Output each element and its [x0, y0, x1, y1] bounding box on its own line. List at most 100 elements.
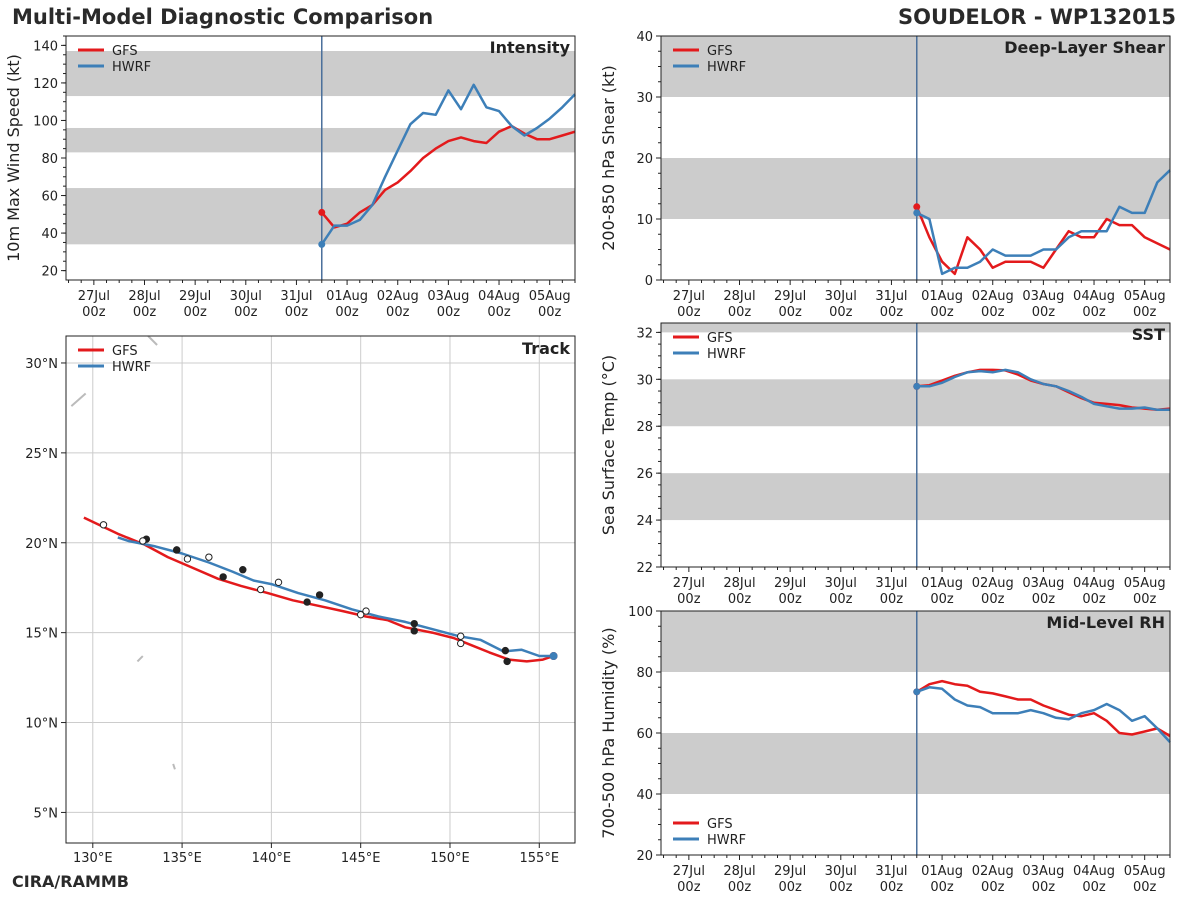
track-marker-hwrf: [205, 553, 213, 561]
track-xtick-label: 155°E: [520, 851, 560, 866]
rh-xtick-label-hour: 00z: [880, 880, 904, 895]
sst-xtick-label-day: 31Jul: [875, 576, 907, 591]
sst-legend-label-hwrf: HWRF: [707, 347, 746, 362]
intensity-xtick-label-hour: 00z: [335, 305, 359, 320]
track-marker-hwrf: [315, 591, 324, 599]
track-marker-gfs: [503, 657, 511, 666]
sst-series-hwrf: [916, 368, 1170, 412]
intensity-xtick-label-hour: 00z: [285, 305, 309, 320]
sst-ytick-label: 28: [636, 420, 653, 435]
track-marker-gfs: [356, 610, 365, 619]
intensity-xtick-label-hour: 00z: [133, 305, 157, 320]
sst-xtick-label-hour: 00z: [778, 592, 802, 607]
intensity-init-point-gfs: [318, 208, 326, 216]
rh-xtick-label-day: 31Jul: [875, 864, 907, 879]
intensity-legend-label-gfs: GFS: [112, 44, 138, 59]
shear-xtick-label-hour: 00z: [728, 305, 752, 320]
sst-panel: 22242628303227Jul00z28Jul00z29Jul00z30Ju…: [599, 322, 1171, 607]
intensity-panel: 2040608010012014027Jul00z28Jul00z29Jul00…: [4, 35, 576, 320]
rh-ylabel: 700-500 hPa Humidity (%): [599, 627, 618, 838]
intensity-xtick-label-day: 27Jul: [78, 289, 110, 304]
shear-xtick-label-day: 02Aug: [972, 289, 1014, 304]
rh-band-0: [661, 733, 1170, 794]
track-xtick-label: 135°E: [162, 851, 202, 866]
rh-xtick-label-hour: 00z: [1032, 880, 1056, 895]
shear-xtick-label-hour: 00z: [981, 305, 1005, 320]
track-panel-title: Track: [522, 339, 570, 358]
shear-band-1: [661, 36, 1170, 97]
sst-ytick-label: 30: [636, 373, 653, 388]
intensity-ylabel: 10m Max Wind Speed (kt): [4, 54, 23, 262]
shear-ytick-label: 10: [636, 213, 653, 228]
shear-xtick-label-day: 31Jul: [875, 289, 907, 304]
shear-xtick-label-hour: 00z: [880, 305, 904, 320]
shear-xtick-label-day: 04Aug: [1073, 289, 1115, 304]
rh-series-gfs: [916, 679, 1171, 738]
intensity-panel-title: Intensity: [490, 38, 571, 57]
intensity-ytick-label: 20: [41, 265, 58, 280]
rh-panel-title: Mid-Level RH: [1046, 613, 1165, 632]
track-marker-gfs: [456, 639, 465, 648]
rh-legend-label-gfs: GFS: [707, 817, 733, 832]
rh-xtick-label-day: 30Jul: [825, 864, 857, 879]
rh-xtick-label-hour: 00z: [728, 880, 752, 895]
intensity-ytick-label: 120: [33, 77, 58, 92]
shear-xtick-label-hour: 00z: [778, 305, 802, 320]
track-start-point-hwrf: [549, 652, 558, 661]
track-marker-gfs: [256, 585, 265, 594]
sst-legend-label-gfs: GFS: [707, 331, 733, 346]
shear-xtick-label-day: 03Aug: [1022, 289, 1064, 304]
track-xtick-label: 130°E: [73, 851, 113, 866]
track-ytick-label: 15°N: [25, 627, 58, 642]
intensity-ytick-label: 140: [33, 39, 58, 54]
shear-ylabel: 200-850 hPa Shear (kt): [599, 65, 618, 251]
shear-xtick-label-day: 27Jul: [673, 289, 705, 304]
rh-ytick-label: 80: [636, 666, 653, 681]
rh-xtick-label-day: 29Jul: [774, 864, 806, 879]
intensity-xtick-label-day: 03Aug: [427, 289, 469, 304]
track-marker-hwrf: [139, 537, 147, 545]
sst-frame: [660, 322, 1171, 568]
sst-ytick-label: 24: [636, 514, 653, 529]
sst-xtick-label-day: 04Aug: [1073, 576, 1115, 591]
track-marker-gfs: [183, 555, 192, 563]
track-marker-gfs: [219, 573, 227, 581]
sst-xtick-label-hour: 00z: [981, 592, 1005, 607]
intensity-xtick-label-day: 28Jul: [128, 289, 160, 304]
rh-xtick-label-day: 04Aug: [1073, 864, 1115, 879]
island-shape: [70, 392, 87, 407]
intensity-xtick-label-hour: 00z: [437, 305, 461, 320]
rh-band-1: [661, 611, 1170, 672]
rh-xtick-label-hour: 00z: [930, 880, 954, 895]
sst-band-0: [661, 473, 1170, 521]
sst-xtick-label-hour: 00z: [829, 592, 853, 607]
storm-id-title: SOUDELOR - WP132015: [897, 5, 1176, 29]
track-ytick-label: 20°N: [25, 537, 58, 552]
credit-footer: CIRA/RAMMB: [12, 872, 129, 891]
track-frame: [65, 335, 576, 844]
rh-series-hwrf: [916, 686, 1171, 743]
rh-xtick-label-hour: 00z: [677, 880, 701, 895]
sst-xtick-label-hour: 00z: [1133, 592, 1157, 607]
intensity-xtick-label-day: 04Aug: [478, 289, 520, 304]
sst-xtick-label-day: 05Aug: [1124, 576, 1166, 591]
shear-ytick-label: 40: [636, 30, 653, 45]
shear-ytick-label: 0: [645, 274, 653, 289]
intensity-xtick-label-hour: 00z: [487, 305, 511, 320]
page-title: Multi-Model Diagnostic Comparison: [12, 5, 434, 29]
shear-ytick-label: 20: [636, 152, 653, 167]
track-marker-gfs: [303, 598, 311, 606]
shear-init-point-hwrf: [913, 209, 921, 217]
intensity-series-gfs: [320, 124, 576, 229]
intensity-xtick-label-day: 29Jul: [179, 289, 211, 304]
intensity-xtick-label-day: 05Aug: [529, 289, 571, 304]
sst-xtick-label-hour: 00z: [728, 592, 752, 607]
track-marker-hwrf: [410, 619, 418, 628]
sst-init-point-hwrf: [913, 382, 921, 390]
rh-init-point-hwrf: [913, 688, 921, 696]
track-ytick-label: 10°N: [25, 717, 58, 732]
sst-xtick-label-hour: 00z: [930, 592, 954, 607]
sst-ytick-label: 26: [636, 467, 653, 482]
sst-band-2: [661, 323, 1170, 333]
